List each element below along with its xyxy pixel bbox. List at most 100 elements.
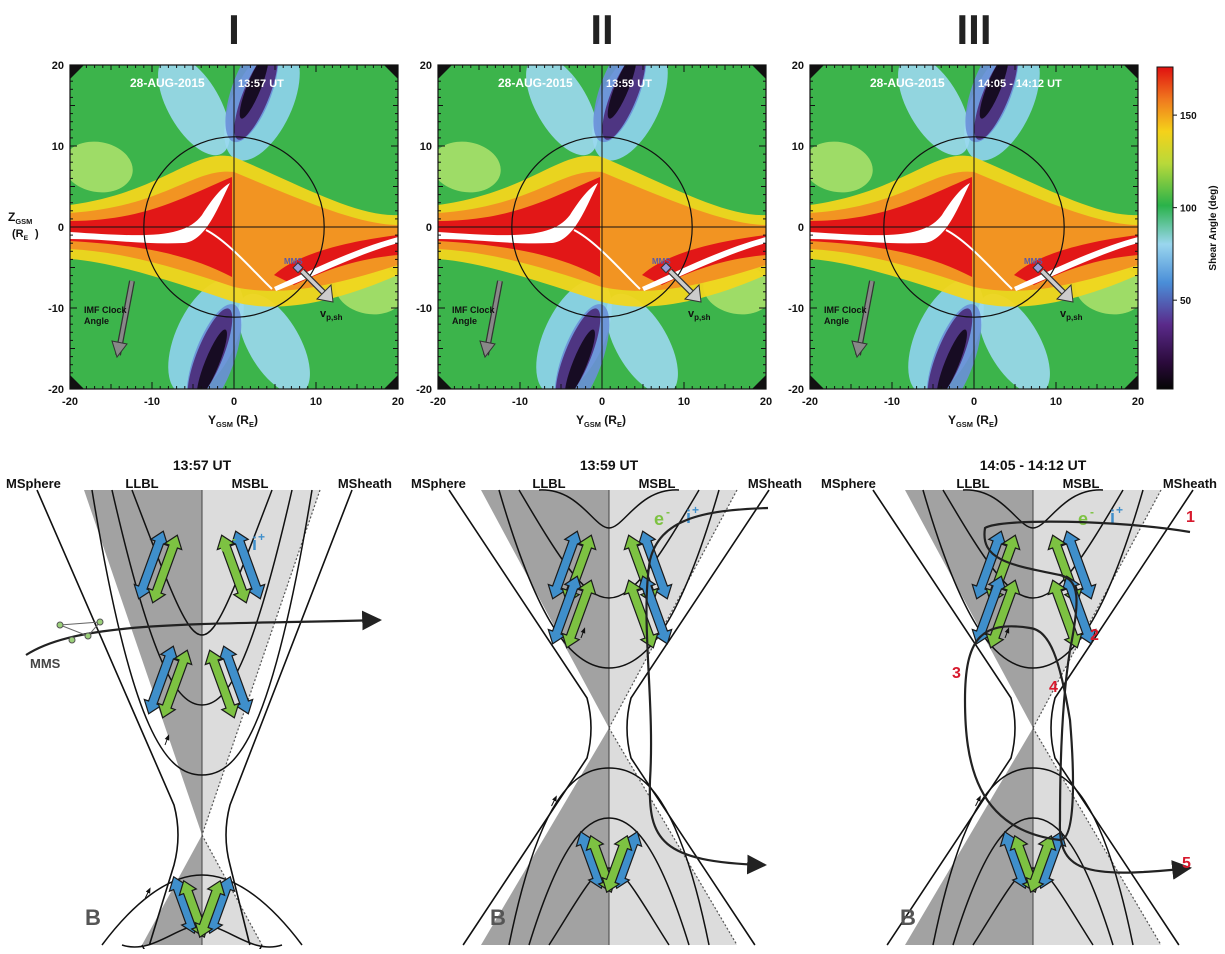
mms-spacecraft-dot: [68, 636, 76, 644]
field-direction-arrow: [551, 795, 557, 807]
field-line-top: [922, 489, 1144, 669]
map-shear-lobe: [438, 141, 501, 193]
ion-label: i: [686, 507, 691, 527]
map-xtick-label: 20: [392, 396, 404, 408]
map-shear-lobe: [607, 65, 637, 119]
path-number: 4: [1049, 679, 1058, 696]
map-ytick-label: 0: [426, 222, 432, 234]
llbl-region-top: [84, 490, 202, 835]
path-number: 1: [1186, 509, 1195, 526]
field-direction-arrow: [164, 734, 170, 746]
colorbar-tick-label: 150: [1180, 111, 1197, 122]
electron-charge: -: [1090, 505, 1094, 519]
velocity-label: vp,sh: [688, 308, 711, 322]
map-ytick-label: 0: [798, 222, 804, 234]
map-time: 13:57 UT: [238, 78, 284, 90]
path-number: 5: [1182, 855, 1191, 872]
map-shear-lobe: [158, 65, 230, 156]
schematic-title: 13:59 UT: [580, 457, 639, 473]
field-line-bottom: [141, 944, 263, 954]
imf-clock-label: Angle: [824, 316, 849, 326]
separatrix-dotted: [1032, 489, 1162, 729]
map-xtick-label: 0: [231, 396, 237, 408]
region-label: MSBL: [232, 476, 269, 491]
map-xtick-label: 0: [971, 396, 977, 408]
schematic-panel-3: 14:05 - 14:12 UT MSphere LLBL MSBL MSheath e -…: [821, 457, 1217, 946]
separatrix-dotted: [201, 489, 321, 836]
electron-label: e: [220, 536, 230, 556]
map-ytick-label: 10: [420, 141, 432, 153]
map-time: 14:05 - 14:12 UT: [978, 78, 1062, 90]
map-shear-lobe: [937, 329, 967, 389]
field-line-top: [498, 489, 720, 669]
schematic-title: 13:57 UT: [173, 457, 232, 473]
map-ytick-label: 10: [792, 141, 804, 153]
field-line-top: [518, 489, 700, 599]
map-shear-lobe: [978, 293, 1050, 389]
mms-marker-label: MMS: [284, 257, 303, 266]
map-ytick-label: -10: [48, 303, 64, 315]
imf-clock-arrow-head: [111, 340, 128, 359]
map-date: 28-AUG-2015: [870, 76, 945, 90]
map-ytick-label: 10: [52, 141, 64, 153]
field-direction-arrow: [144, 887, 151, 899]
mms-marker: [1032, 262, 1044, 274]
velocity-label: vp,sh: [320, 308, 343, 322]
imf-clock-label: IMF Clock: [452, 305, 495, 315]
map-xtick-label: -10: [512, 396, 528, 408]
llbl-region-top: [481, 490, 609, 728]
velocity-label: vp,sh: [1060, 308, 1083, 322]
separatrix-dotted: [608, 489, 738, 729]
imf-clock-label: IMF Clock: [824, 305, 867, 315]
imf-clock-label: IMF Clock: [84, 305, 127, 315]
velocity-arrow-head: [1055, 283, 1074, 303]
ion-label: i: [1110, 507, 1115, 527]
outer-field-line-right: [225, 489, 353, 946]
map-ytick-label: -20: [788, 384, 804, 396]
outer-field-line-right: [626, 489, 770, 946]
field-line-bottom: [528, 817, 690, 946]
field-direction-arrow: [1004, 627, 1010, 639]
electron-charge: -: [232, 532, 236, 546]
map-xtick-label: 20: [760, 396, 772, 408]
map-ytick-label: -10: [788, 303, 804, 315]
map-date: 28-AUG-2015: [130, 76, 205, 90]
region-label: MSBL: [639, 476, 676, 491]
field-line-top: [962, 489, 1104, 529]
msbl-region-top: [1033, 490, 1161, 728]
field-label-b: B: [85, 905, 101, 930]
velocity-arrow-shaft-inner: [668, 269, 694, 295]
panel-numeral: II: [590, 6, 613, 53]
mms-marker: [292, 262, 304, 274]
schematic-panel-1: 13:57 UT MSphere LLBL MSBL MSheath e - i + B MMS: [6, 457, 392, 954]
llbl-region-bottom: [481, 728, 609, 945]
map-shear-lobe: [898, 65, 970, 156]
colorbar: 150 100 50 Shear Angle (deg): [1156, 66, 1219, 390]
mms-marker-label: MMS: [652, 257, 671, 266]
electron-arrow: [623, 579, 659, 649]
map-date: 28-AUG-2015: [498, 76, 573, 90]
mms-spacecraft-dot: [96, 618, 104, 626]
map-xtick-label: -20: [430, 396, 446, 408]
field-direction-arrow: [580, 627, 586, 639]
imf-clock-arrow-head: [479, 340, 496, 359]
map-shear-lobe: [526, 65, 598, 156]
map-ytick-label: 0: [58, 222, 64, 234]
ion-charge: +: [1116, 503, 1123, 517]
region-label: MSheath: [748, 476, 802, 491]
map-white-ridge-left: [438, 183, 598, 244]
msbl-region-top: [609, 490, 737, 728]
map-shear-lobe: [565, 329, 595, 389]
imf-clock-label: Angle: [84, 316, 109, 326]
map-ytick-label: 20: [792, 60, 804, 72]
mms-trajectory-loop: [963, 625, 1075, 842]
field-line-bottom: [932, 767, 1134, 946]
map-time: 13:59 UT: [606, 78, 652, 90]
map-ytick-label: 20: [52, 60, 64, 72]
map-shear-lobe: [606, 293, 678, 389]
electron-label: e: [654, 509, 664, 529]
